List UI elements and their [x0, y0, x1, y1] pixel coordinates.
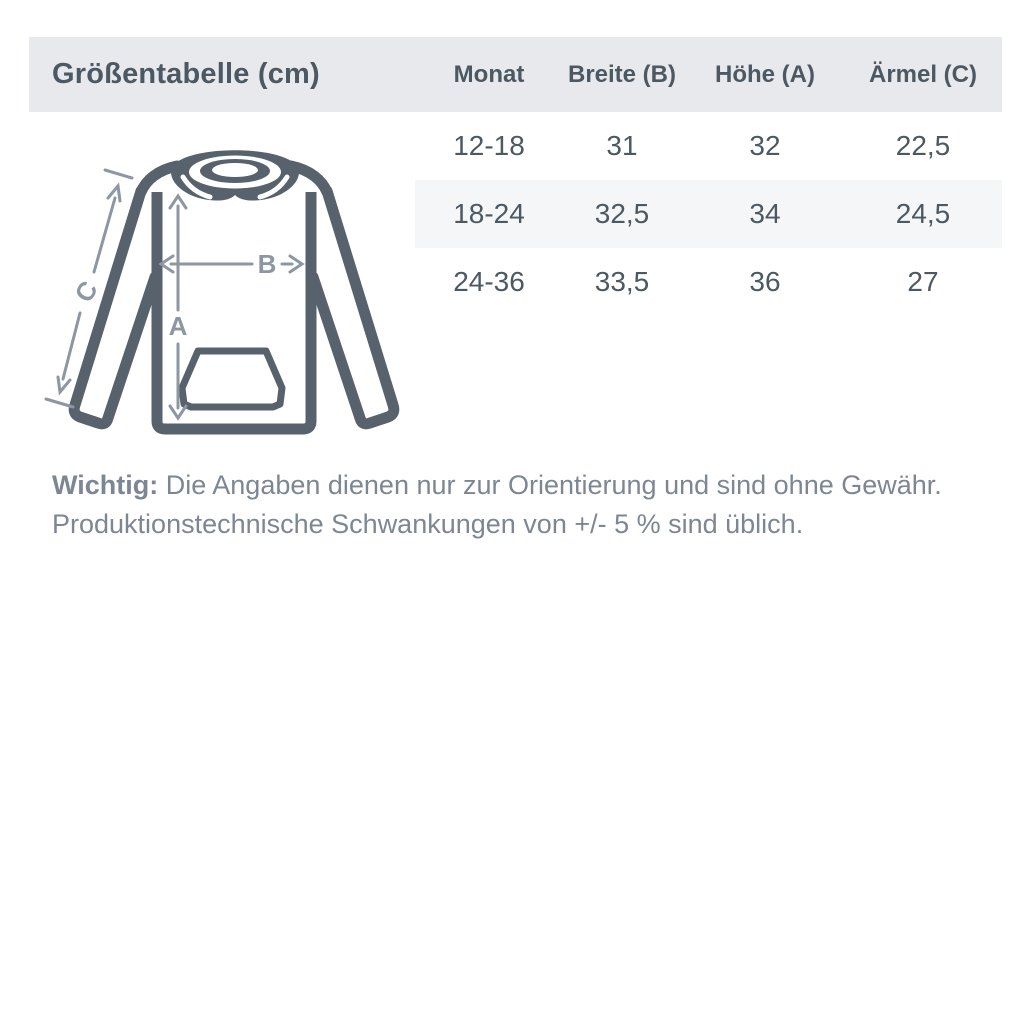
table-cell-breite: 31	[606, 130, 638, 161]
column-header-aermel: Ärmel (C)	[868, 61, 977, 88]
table-cell-hoehe: 36	[749, 266, 781, 297]
dimension-a-arrow	[168, 193, 188, 421]
dimension-b-label: B	[258, 249, 277, 279]
table-cell-breite: 33,5	[594, 266, 650, 297]
disclaimer-note: Wichtig: Die Angaben dienen nur zur Orie…	[52, 466, 972, 544]
table-cell-aermel: 22,5	[895, 130, 951, 161]
disclaimer-text-2: Produktionstechnische Schwankungen von +…	[52, 509, 804, 539]
table-cell-hoehe: 34	[749, 198, 781, 229]
kangaroo-pocket	[178, 347, 286, 411]
disclaimer-lead: Wichtig:	[52, 470, 159, 500]
dimension-a-label: A	[169, 311, 188, 341]
table-row-stripe	[415, 180, 1002, 248]
table-row: 24-36 33,5 36 27	[420, 248, 1002, 316]
table-cell-hoehe: 32	[749, 130, 781, 161]
table-header-row: Monat Breite (B) Höhe (A) Ärmel (C)	[420, 37, 1002, 112]
column-header-monat: Monat	[453, 61, 525, 88]
table-cell-monat: 12-18	[453, 130, 525, 161]
table-cell-monat: 24-36	[453, 266, 525, 297]
hood-fold-left	[180, 174, 213, 200]
table-cell-aermel: 27	[907, 266, 939, 297]
disclaimer-line-2: Produktionstechnische Schwankungen von +…	[52, 505, 972, 544]
left-sleeve	[68, 185, 161, 430]
table-row: 18-24 32,5 34 24,5	[420, 180, 1002, 248]
column-header-breite: Breite (B)	[567, 61, 676, 88]
hoodie-hood	[171, 150, 299, 201]
hoodie-sleeves	[68, 160, 400, 430]
right-sleeve	[307, 185, 400, 430]
dimension-c-arrow	[44, 168, 134, 409]
dimension-c-label: C	[68, 275, 104, 307]
hood-fold-right	[257, 174, 290, 200]
table-cell-monat: 18-24	[453, 198, 525, 229]
page-title: Größentabelle (cm)	[52, 58, 320, 90]
disclaimer-text-1: Die Angaben dienen nur zur Orientierung …	[165, 470, 942, 500]
hood-opening-inner	[212, 163, 258, 177]
table-cell-aermel: 24,5	[895, 198, 951, 229]
table-row: 12-18 31 32 22,5	[420, 112, 1002, 180]
disclaimer-line-1: Wichtig: Die Angaben dienen nur zur Orie…	[52, 466, 972, 505]
dimension-b-arrow	[158, 254, 305, 274]
table-cell-breite: 32,5	[594, 198, 650, 229]
column-header-hoehe: Höhe (A)	[715, 61, 815, 88]
table-header-band	[29, 37, 1002, 112]
hoodie-measurement-diagram: A B C	[44, 150, 400, 435]
